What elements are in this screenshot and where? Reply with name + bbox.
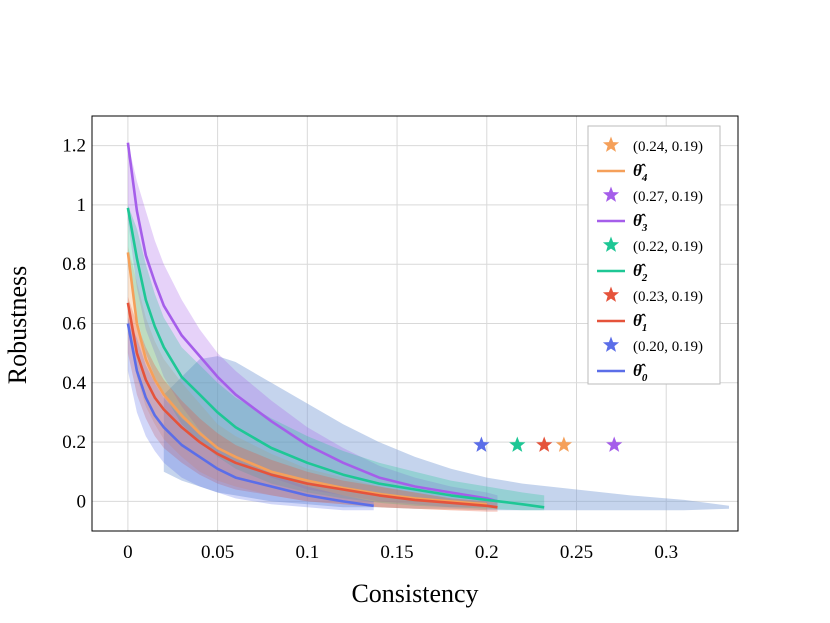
y-axis-ticks: 0 0.2 0.4 0.6 0.8 1 1.2 [62, 136, 86, 513]
legend-star-icon [602, 286, 620, 302]
x-tick-label: 0.3 [654, 542, 678, 563]
star-marker-theta-3 [606, 436, 623, 452]
x-axis-ticks: 0 0.05 0.1 0.15 0.2 0.25 0.3 [123, 542, 678, 563]
legend: (0.24, 0.19)θ̂4(0.27, 0.19)θ̂3(0.22, 0.1… [587, 125, 721, 385]
legend-marker-label: (0.24, 0.19) [633, 139, 703, 155]
x-tick-label: 0.15 [380, 542, 413, 563]
line-theta-4 [126, 252, 487, 506]
y-axis-label: Robustness [3, 266, 32, 384]
line-theta-0 [126, 323, 374, 508]
y-tick-label: 0.8 [62, 254, 86, 275]
legend-marker-label: (0.23, 0.19) [633, 289, 703, 305]
star-marker-theta-1 [536, 436, 553, 452]
x-tick-label: 0.05 [201, 542, 234, 563]
series-lines [126, 142, 545, 509]
star-marker-theta-0 [473, 436, 490, 452]
plot-frame [91, 115, 739, 532]
x-tick-label: 0.25 [560, 542, 593, 563]
y-tick-label: 0.2 [62, 432, 86, 453]
legend-star-icon [602, 186, 620, 202]
x-axis-label: Consistency [351, 579, 478, 608]
band-theta-2 [127, 204, 545, 511]
legend-star-icon [602, 336, 620, 352]
x-tick-label: 0.1 [295, 542, 319, 563]
y-tick-label: 1 [77, 195, 87, 216]
legend-marker-label: (0.20, 0.19) [633, 339, 703, 355]
y-tick-label: 1.2 [62, 136, 86, 157]
band-theta-4 [127, 246, 487, 511]
wide-blue-band [163, 356, 730, 511]
legend-star-icon [602, 136, 620, 152]
star-marker-theta-4 [555, 436, 572, 452]
band-theta-0 [127, 317, 374, 511]
legend-star-icon [602, 236, 620, 252]
legend-marker-label: (0.27, 0.19) [633, 189, 703, 205]
star-markers [473, 436, 623, 452]
x-tick-label: 0.2 [475, 542, 499, 563]
line-theta-3 [126, 142, 498, 503]
line-theta-2 [126, 207, 545, 509]
y-tick-label: 0.4 [62, 373, 86, 394]
legend-marker-label: (0.22, 0.19) [633, 239, 703, 255]
line-theta-1 [126, 302, 498, 509]
x-tick-label: 0 [123, 542, 133, 563]
y-tick-label: 0.6 [62, 314, 86, 335]
band-theta-1 [127, 296, 498, 512]
star-marker-theta-2 [509, 436, 526, 452]
y-tick-label: 0 [77, 491, 87, 512]
